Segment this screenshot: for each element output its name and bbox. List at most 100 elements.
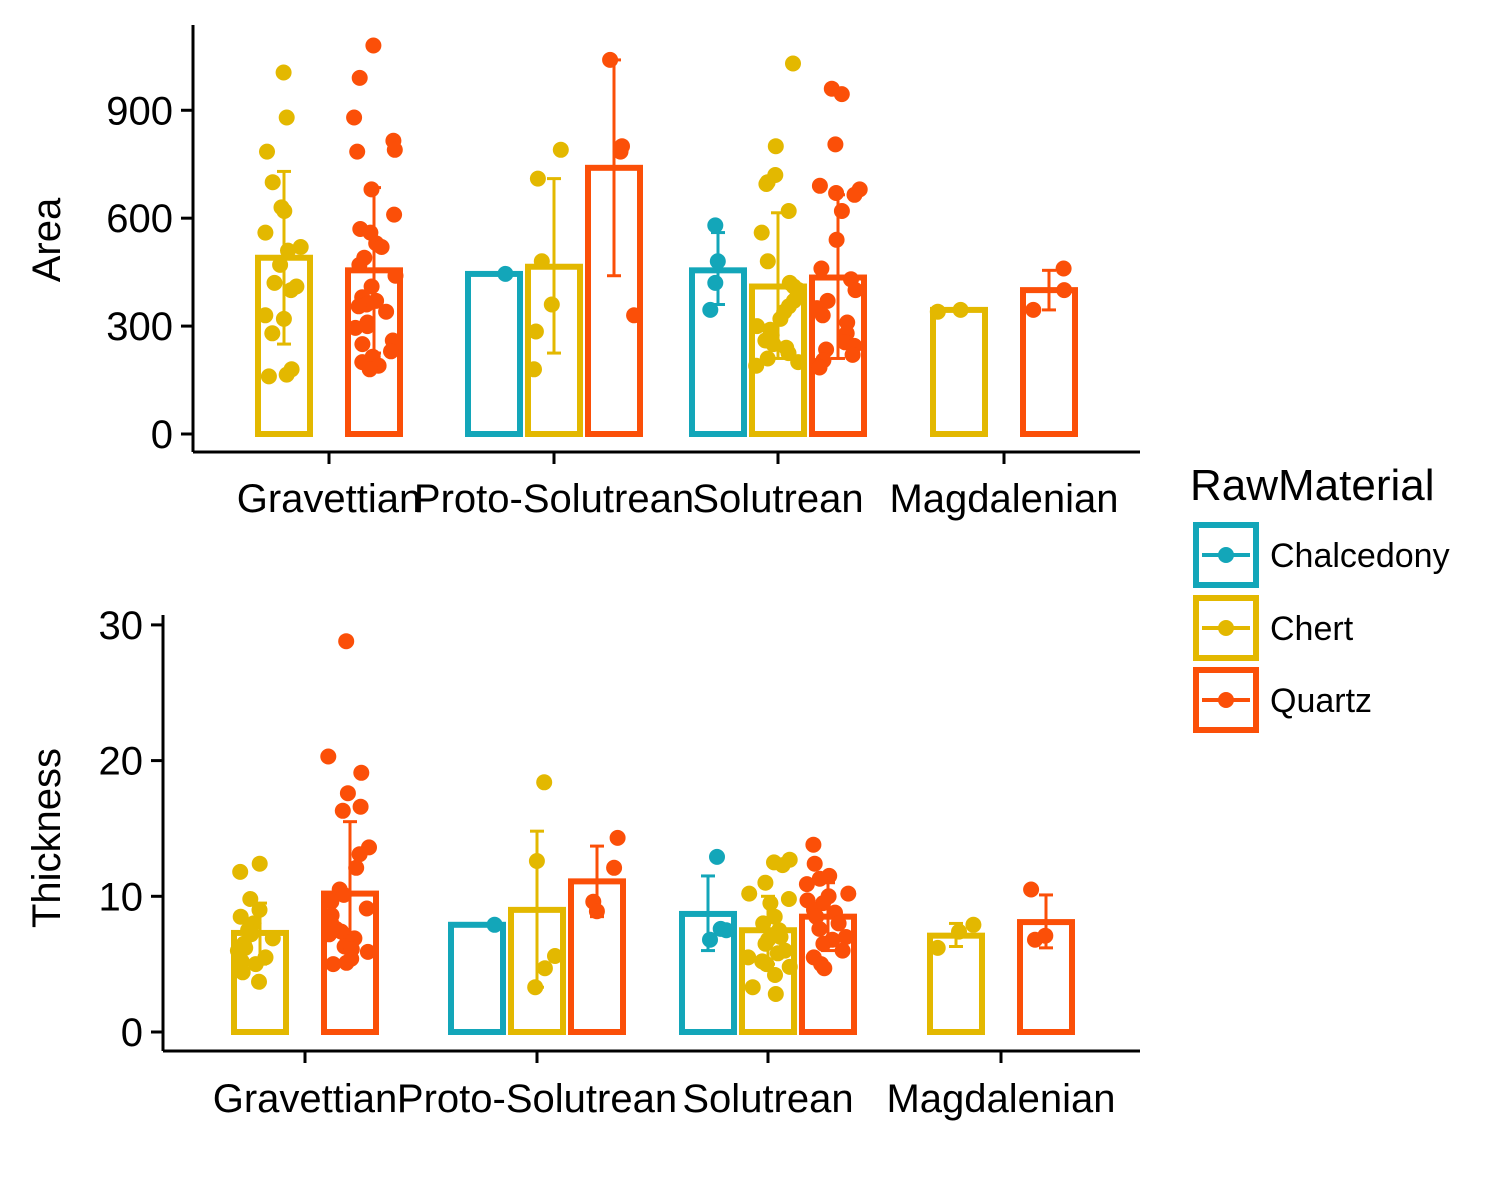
data-point-chert <box>769 945 786 962</box>
data-point-quartz <box>359 318 376 335</box>
data-point-chert <box>533 253 550 270</box>
data-point-quartz <box>386 141 403 158</box>
data-point-quartz <box>609 829 626 846</box>
data-point-quartz <box>806 855 823 872</box>
data-point-chert <box>257 307 274 324</box>
data-point-chalcedony <box>709 848 725 865</box>
data-point-quartz <box>1056 282 1073 299</box>
data-point-chert <box>232 863 249 880</box>
data-point-chert <box>951 923 967 940</box>
data-point-quartz <box>321 926 338 943</box>
data-point-quartz <box>358 900 375 917</box>
data-point-quartz <box>626 307 643 324</box>
data-point-chert <box>251 855 268 872</box>
data-point-chert <box>272 256 289 273</box>
legend-key-quartz <box>1193 667 1259 733</box>
legend-entry-quartz: Quartz <box>1193 667 1372 733</box>
data-point-chert <box>275 64 292 81</box>
data-point-chert <box>929 939 946 956</box>
bar-chalcedony <box>448 921 506 1035</box>
data-point-chert <box>278 366 295 383</box>
data-point-quartz <box>612 143 629 160</box>
data-point-chert <box>759 253 776 270</box>
data-point-quartz <box>348 859 365 876</box>
data-point-chalcedony <box>707 274 724 291</box>
data-point-quartz <box>830 915 847 932</box>
y-tick-label: 0 <box>151 413 173 457</box>
legend-key-chalcedony <box>1193 522 1259 588</box>
data-point-chalcedony <box>497 265 514 282</box>
data-point-quartz <box>816 960 833 977</box>
data-point-quartz <box>347 319 364 336</box>
data-point-quartz <box>811 870 828 887</box>
data-point-quartz <box>359 943 376 960</box>
data-point-chert <box>780 891 797 907</box>
data-point-chert <box>257 224 274 241</box>
data-point-quartz <box>588 903 605 920</box>
x-tick-label: Proto-Solutrean <box>397 1077 677 1121</box>
y-tick-label: 30 <box>99 604 144 648</box>
data-point-chert <box>264 325 281 342</box>
legend: RawMaterial Chalcedony Chert Quartz <box>1190 461 1450 733</box>
data-point-quartz <box>346 109 363 126</box>
data-point-quartz <box>846 186 863 203</box>
data-point-chalcedony <box>707 217 724 234</box>
data-point-quartz <box>847 282 864 299</box>
legend-entry-chert: Chert <box>1193 595 1354 661</box>
data-point-quartz <box>325 956 342 973</box>
x-tick-label: Magdalenian <box>889 477 1118 521</box>
data-point-quartz <box>813 260 830 277</box>
legend-key-dot-chalcedony <box>1218 547 1234 563</box>
data-point-quartz <box>840 885 857 902</box>
data-point-quartz <box>351 256 368 273</box>
data-point-chert <box>772 310 789 327</box>
data-point-quartz <box>323 893 340 910</box>
data-point-quartz <box>338 633 355 650</box>
data-point-chert <box>292 239 309 255</box>
data-point-chert <box>780 203 797 219</box>
data-point-chert <box>259 143 275 160</box>
data-point-quartz <box>833 203 850 219</box>
data-point-chert <box>275 310 292 327</box>
data-point-chert <box>234 964 251 981</box>
data-point-chert <box>929 303 946 320</box>
data-point-chert <box>781 958 798 975</box>
x-tick-label: Gravettian <box>213 1077 398 1121</box>
data-point-quartz <box>811 920 828 937</box>
data-point-quartz <box>334 802 351 819</box>
data-point-chert <box>547 948 563 964</box>
data-point-quartz <box>811 177 828 194</box>
data-point-chert <box>755 915 772 932</box>
data-point-chert <box>283 282 299 299</box>
data-point-chert <box>767 138 784 155</box>
data-point-quartz <box>352 798 369 815</box>
data-point-quartz <box>387 267 404 284</box>
data-point-chert <box>276 203 293 219</box>
data-point-chert <box>758 956 775 973</box>
data-point-chert <box>744 979 761 996</box>
data-point-quartz <box>363 278 380 295</box>
data-point-chert <box>280 242 296 259</box>
data-point-quartz <box>808 908 825 925</box>
data-point-chert <box>765 336 782 353</box>
legend-key-dot-quartz <box>1218 692 1234 708</box>
data-point-chert <box>264 174 281 191</box>
data-point-chert <box>741 885 758 902</box>
y-tick-label: 600 <box>106 197 173 241</box>
y-tick-label: 0 <box>121 1011 143 1055</box>
data-point-quartz <box>386 206 403 223</box>
legend-label-quartz: Quartz <box>1270 682 1372 720</box>
data-point-chert <box>260 368 277 385</box>
data-point-chert <box>527 323 544 340</box>
data-point-chert <box>748 357 765 374</box>
data-point-chert <box>536 774 553 791</box>
bar-chalcedony <box>465 270 523 437</box>
data-point-chert <box>785 55 801 72</box>
data-point-chalcedony <box>718 922 735 939</box>
data-point-quartz <box>838 929 854 945</box>
data-point-chert <box>749 318 765 335</box>
data-point-quartz <box>365 37 382 54</box>
data-point-quartz <box>354 336 371 353</box>
data-point-chert <box>529 170 546 187</box>
legend-label-chert: Chert <box>1270 610 1354 648</box>
